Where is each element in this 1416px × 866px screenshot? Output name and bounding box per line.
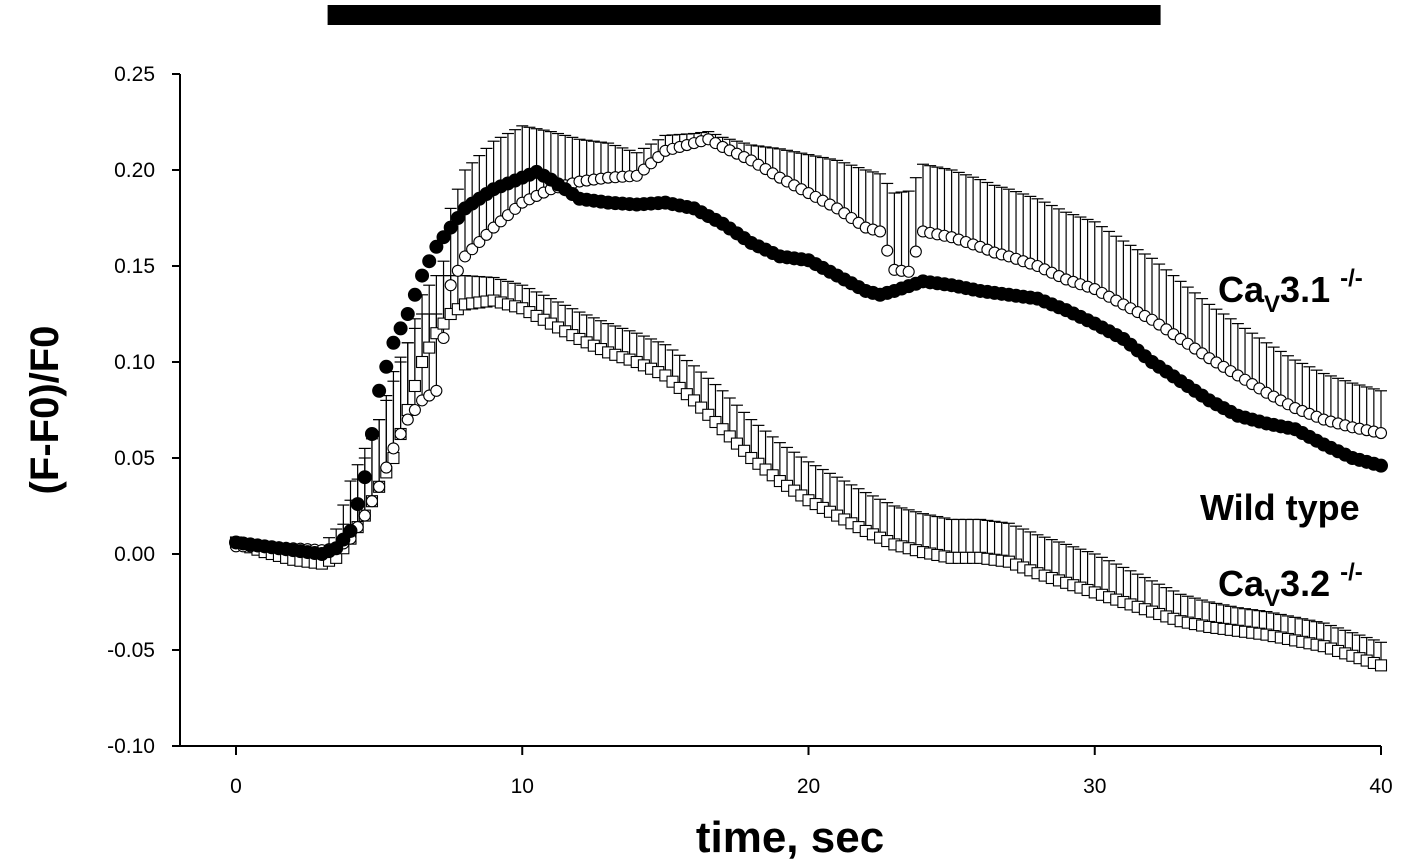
point-cav31 <box>430 384 443 397</box>
series-label-wild-type: Wild type <box>1200 487 1360 528</box>
point-cav32 <box>680 388 693 401</box>
y-tick-label: 0.15 <box>114 255 155 278</box>
point-wild-type <box>343 523 358 538</box>
x-tick-label: 20 <box>797 775 820 798</box>
point-cav32 <box>723 430 736 443</box>
point-cav32 <box>408 379 421 393</box>
point-cav31 <box>881 244 894 257</box>
y-tick-label: 0.20 <box>114 159 155 182</box>
cav32-sub: V <box>1264 585 1280 612</box>
y-tick-label: 0.00 <box>114 543 155 566</box>
point-wild-type <box>422 254 437 269</box>
point-wild-type <box>364 427 379 441</box>
series-marks <box>229 133 1388 672</box>
cav31-main: 3.1 <box>1280 269 1330 310</box>
x-tick-label: 10 <box>511 775 534 798</box>
point-cav32 <box>1374 659 1388 672</box>
point-cav31 <box>458 250 472 263</box>
point-wild-type <box>407 287 422 302</box>
point-cav32 <box>687 394 701 407</box>
point-cav31 <box>387 442 400 455</box>
point-cav31 <box>473 235 486 249</box>
point-wild-type <box>450 211 465 225</box>
cav32-main: 3.2 <box>1280 563 1330 604</box>
point-wild-type <box>372 383 387 398</box>
point-cav31 <box>902 265 915 278</box>
point-cav32 <box>673 381 686 394</box>
point-cav31 <box>380 461 393 474</box>
point-cav31 <box>444 279 457 292</box>
stimulus-bar <box>327 5 1161 25</box>
point-cav32 <box>666 375 679 388</box>
y-tick-label: 0.10 <box>114 351 155 374</box>
point-cav32 <box>716 423 729 436</box>
y-tick-label: -0.10 <box>107 735 155 758</box>
series-label-cav31: CaV3.1 -/- <box>1218 265 1363 318</box>
y-axis-title: (F-F0)/F0 <box>23 326 67 495</box>
cav31-sup: -/- <box>1340 265 1363 292</box>
point-cav31 <box>394 427 407 441</box>
x-tick-label: 0 <box>230 775 242 798</box>
cav31-prefix: Ca <box>1218 269 1265 310</box>
x-ticks: 0 10 20 30 40 <box>230 746 1393 798</box>
point-cav31 <box>874 225 887 238</box>
point-cav31 <box>358 509 371 522</box>
point-wild-type <box>429 239 444 254</box>
y-tick-label: 0.25 <box>114 63 155 86</box>
x-axis-title: time, sec <box>696 813 884 862</box>
point-cav31 <box>466 243 479 256</box>
point-wild-type <box>1374 458 1388 473</box>
series-label-cav32: CaV3.2 -/- <box>1218 559 1363 612</box>
point-cav31 <box>408 403 421 417</box>
y-ticks: -0.10 -0.05 0.00 0.05 0.10 0.15 0.20 0.25 <box>107 63 180 758</box>
point-cav32 <box>730 437 743 450</box>
point-cav32 <box>702 408 715 421</box>
point-cav31 <box>1374 426 1388 440</box>
point-wild-type <box>415 268 430 283</box>
point-wild-type <box>400 307 415 321</box>
point-cav32 <box>695 401 708 414</box>
point-wild-type <box>436 230 451 245</box>
point-cav31 <box>401 413 414 426</box>
cav32-prefix: Ca <box>1218 563 1265 604</box>
point-cav31 <box>373 480 386 493</box>
x-tick-label: 30 <box>1083 775 1106 798</box>
cav32-sup: -/- <box>1340 559 1363 586</box>
point-wild-type <box>443 220 458 235</box>
point-wild-type <box>379 359 394 374</box>
point-cav31 <box>451 264 464 277</box>
point-cav31 <box>365 495 379 508</box>
point-wild-type <box>350 497 365 512</box>
point-cav32 <box>437 317 450 330</box>
point-cav32 <box>659 369 672 382</box>
point-cav32 <box>709 415 722 429</box>
point-cav32 <box>738 444 751 457</box>
point-cav32 <box>423 341 436 354</box>
y-tick-label: 0.05 <box>114 447 155 470</box>
point-wild-type <box>357 470 372 485</box>
point-cav32 <box>416 355 429 369</box>
axes <box>179 74 1381 747</box>
point-cav31 <box>437 331 450 345</box>
point-wild-type <box>393 321 408 336</box>
point-cav31 <box>480 228 493 241</box>
cav31-sub: V <box>1264 291 1280 318</box>
y-tick-label: -0.05 <box>107 639 155 662</box>
x-tick-label: 40 <box>1369 775 1392 798</box>
point-wild-type <box>386 335 401 350</box>
point-cav31 <box>909 245 922 258</box>
